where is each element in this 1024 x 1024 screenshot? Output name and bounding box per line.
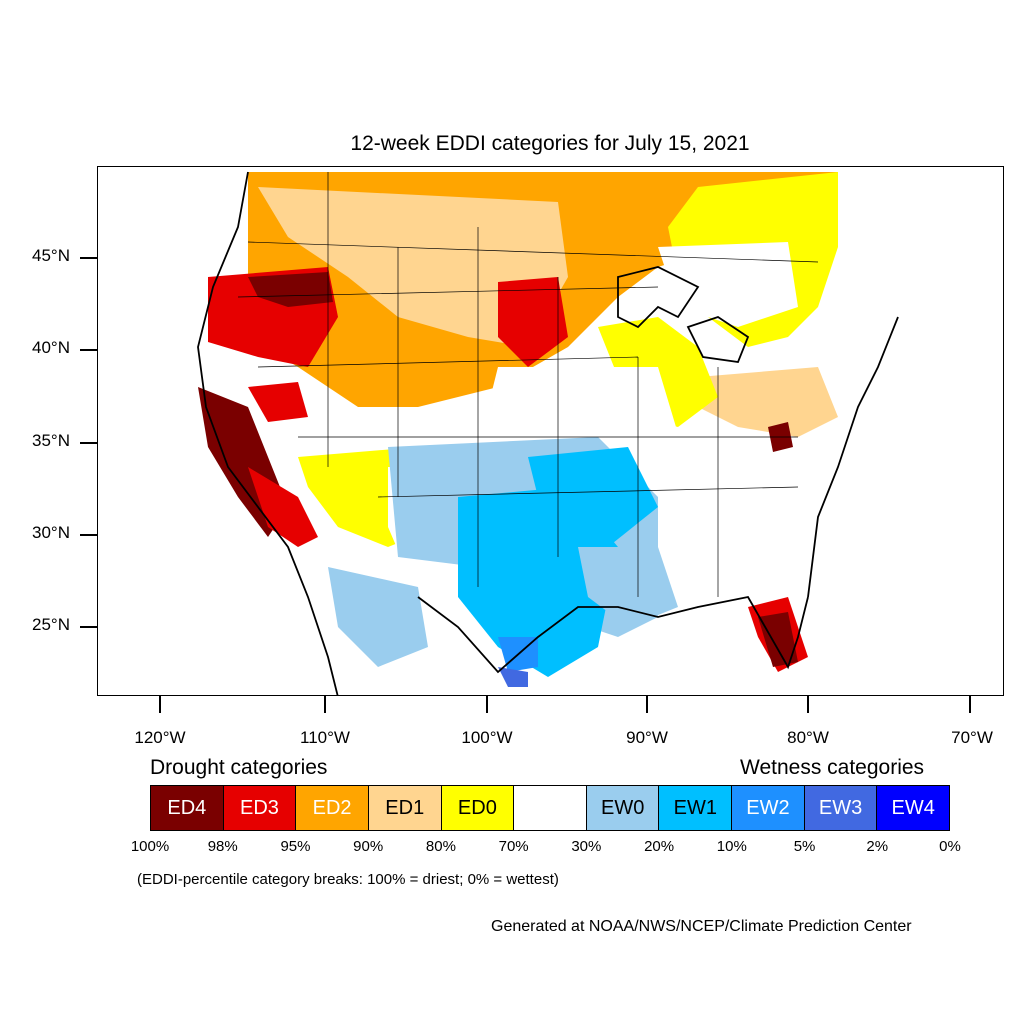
percentile-label: 80% [425,838,456,855]
legend-cell-ed2: ED2 [296,786,369,830]
state-borders [237,172,819,597]
great-lakes-outline [617,266,700,329]
legend-cell-ed3: ED3 [223,786,297,830]
legend-cell-ew1: EW1 [659,786,733,830]
lon-tick [969,696,971,713]
lat-tick [80,626,97,628]
legend-color-bar: ED4 ED3 ED2 ED1 ED0 EW0 EW1 EW2 EW3 EW4 [150,785,950,831]
region-ed1-east [698,367,838,437]
region-ed1-north [258,187,568,347]
gulf-coastline [417,595,809,674]
region-normal-north [658,242,798,327]
eddi-map [197,171,899,695]
lat-label-30n: 30°N [32,523,70,542]
lat-tick [80,442,97,444]
lon-label-70w: 70°W [951,728,993,747]
lat-label-40n: 40°N [32,338,70,357]
map-title: 12-week EDDI categories for July 15, 202… [350,132,750,155]
percentile-label: 5% [793,838,816,855]
lat-label-35n: 35°N [32,431,70,450]
percentile-label: 70% [498,838,529,855]
percentile-label: 10% [716,838,747,855]
lon-tick [324,696,326,713]
region-ew1-arkansas [528,447,658,547]
region-ed3-california [248,467,318,547]
lon-label-110w: 110°W [300,728,350,747]
wetness-heading: Wetness categories [740,756,925,779]
coastline-lines [197,171,899,695]
map-plot-area [97,166,1004,696]
lon-label-120w: 120°W [134,728,186,747]
legend-cell-ew0: EW0 [586,786,660,830]
legend-cell-ew4: EW4 [877,786,950,830]
category-regions [198,172,838,687]
lat-tick [80,257,97,259]
lat-label-45n: 45°N [32,246,70,265]
lon-tick [646,696,648,713]
percentile-label: 95% [280,838,311,855]
region-ed4-florida [758,612,798,667]
legend-cell-ed0: ED0 [441,786,515,830]
lat-tick [80,349,97,351]
region-ed3-dakota [498,277,568,367]
lon-label-90w: 90°W [626,728,668,747]
lon-label-100w: 100°W [461,728,513,747]
percentile-label: 30% [571,838,602,855]
west-coastline [197,171,339,695]
percentile-label: 98% [207,838,238,855]
legend-cell-ed4: ED4 [151,786,224,830]
region-ew3-texas-coast [498,667,528,687]
legend-cell-ew3: EW3 [804,786,878,830]
credit-line: Generated at NOAA/NWS/NCEP/Climate Predi… [491,918,912,935]
lon-tick [807,696,809,713]
lon-label-80w: 80°W [787,728,829,747]
percentile-label: 20% [644,838,675,855]
percentile-label: 90% [353,838,384,855]
percentile-label: 0% [939,838,961,855]
lat-tick [80,534,97,536]
legend-cell-ed1: ED1 [368,786,442,830]
percentile-label: 100% [130,838,170,855]
legend-cell-ew2: EW2 [732,786,805,830]
legend-cell-normal [514,786,587,830]
lat-label-25n: 25°N [32,615,70,634]
region-ed4-pacific-nw [248,272,333,307]
percentile-label: 2% [866,838,889,855]
lon-tick [159,696,161,713]
category-note: (EDDI-percentile category breaks: 100% =… [137,871,559,888]
east-coastline [807,316,899,598]
drought-heading: Drought categories [150,756,328,779]
great-lakes-outline-2 [686,316,750,363]
lon-tick [486,696,488,713]
region-ed3-nevada [248,382,308,422]
region-ew1-mexico [328,567,428,667]
